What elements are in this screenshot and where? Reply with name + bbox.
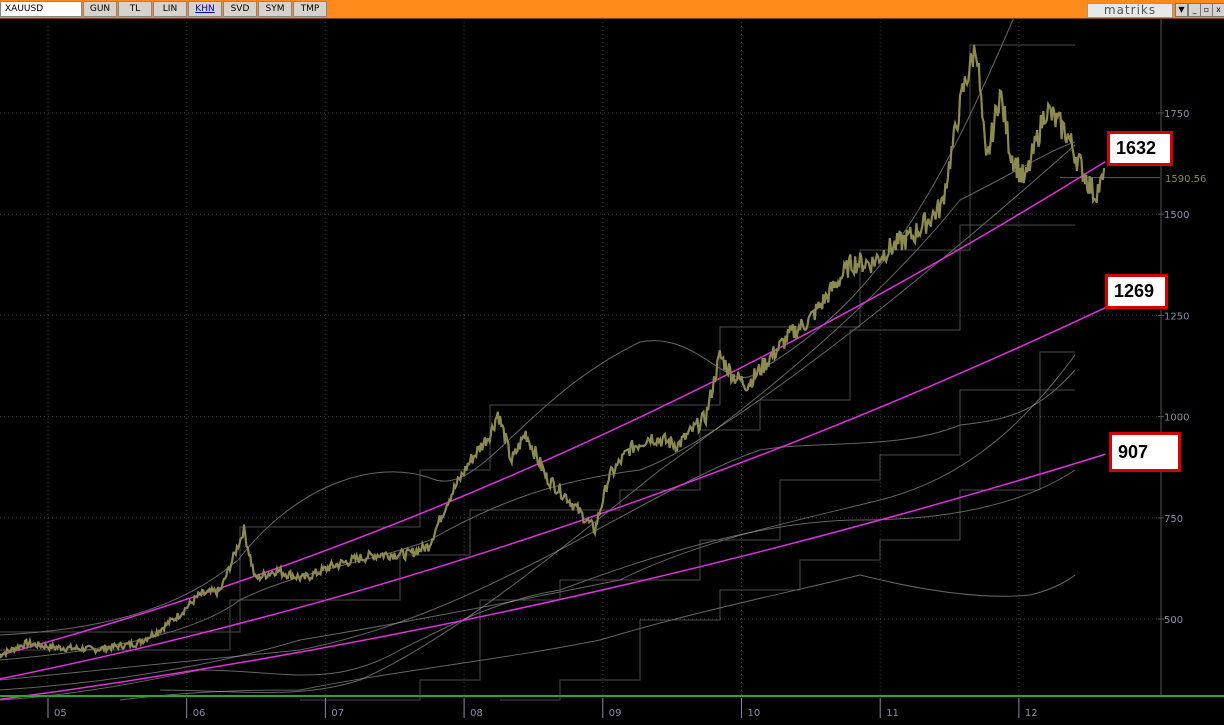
plot-area	[0, 18, 1160, 695]
chart-toolbar: XAUUSD GUN TL LIN KHN SVD SYM TMP matriks ▼ _ …	[0, 0, 1224, 19]
dropdown-icon[interactable]: ▼	[1175, 3, 1188, 17]
toolbar-button-tl[interactable]: TL	[118, 1, 152, 17]
price-line	[0, 44, 1106, 659]
toolbar-button-khn[interactable]: KHN	[188, 1, 222, 17]
step-line	[500, 351, 1075, 701]
regression-line	[0, 453, 1106, 701]
y-tick-label: 1500	[1164, 210, 1189, 221]
y-tick-label: 1750	[1164, 109, 1189, 120]
y-tick-label: 1250	[1164, 311, 1189, 322]
x-tick-label: 06	[193, 708, 206, 719]
y-tick-label: 750	[1164, 514, 1183, 525]
last-price-label: 1590.56	[1165, 174, 1206, 185]
x-tick-label: 07	[331, 708, 344, 719]
close-icon[interactable]: x	[1212, 3, 1224, 17]
step-line	[0, 224, 1075, 651]
y-tick-label: 1000	[1164, 413, 1189, 424]
channel-curve	[0, 469, 1076, 701]
channel-curve	[0, 14, 1016, 636]
y-tick-label: 500	[1164, 615, 1183, 626]
x-tick-label: 12	[1025, 708, 1038, 719]
regression-lines	[0, 160, 1106, 701]
regression-line	[0, 160, 1106, 656]
channel-curve	[0, 144, 1076, 661]
toolbar-button-svd[interactable]: SVD	[223, 1, 257, 17]
step-line	[300, 389, 1075, 701]
channel-curve	[0, 354, 1076, 691]
channel-curve	[159, 141, 1076, 693]
regression-line	[0, 307, 1106, 680]
brand-logo: matriks	[1087, 3, 1173, 18]
level-label-1632: 1632	[1107, 131, 1173, 166]
channel-curves	[0, 14, 1076, 701]
symbol-field[interactable]: XAUUSD	[0, 1, 82, 17]
channel-curve	[119, 574, 1076, 701]
grid	[0, 18, 1160, 695]
toolbar-button-tmp[interactable]: TMP	[293, 1, 327, 17]
x-tick-label: 05	[54, 708, 67, 719]
price-series	[0, 44, 1106, 659]
step-line	[0, 44, 1075, 633]
x-tick-label: 08	[470, 708, 483, 719]
x-tick-label: 10	[748, 708, 761, 719]
y-axis-ticks: 500 750 1000 1250 1500 1750	[1158, 109, 1189, 626]
level-label-907: 907	[1109, 432, 1181, 472]
toolbar-button-sym[interactable]: SYM	[258, 1, 292, 17]
toolbar-button-lin[interactable]: LIN	[153, 1, 187, 17]
x-axis-ticks: 05 06 07 08 09 10 11 12	[47, 698, 1038, 719]
x-tick-label: 09	[609, 708, 622, 719]
level-label-1269: 1269	[1105, 274, 1168, 309]
toolbar-button-gun[interactable]: GUN	[83, 1, 117, 17]
x-tick-label: 11	[886, 708, 899, 719]
minimize-icon[interactable]: _	[1188, 3, 1201, 17]
